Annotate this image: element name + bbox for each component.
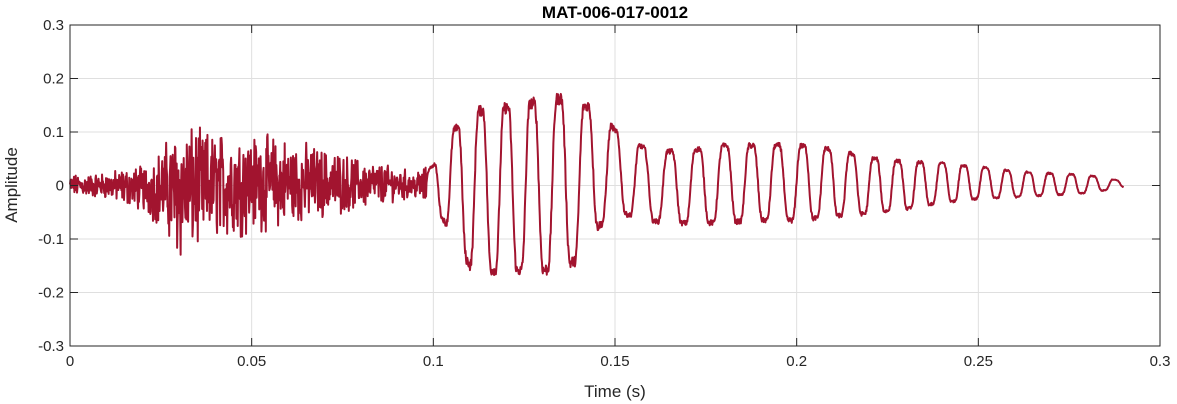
axis-ticks: 0 0.05 0.1 0.15 0.2 0.25 0.3 -0.3 -0.2 -0.1 0 0.1 0.…: [38, 17, 1170, 370]
x-tick-label: 0.2: [786, 353, 807, 370]
y-tick-label: 0.1: [43, 124, 64, 141]
x-tick-label: 0.15: [600, 353, 629, 370]
y-tick-label: 0: [56, 178, 64, 195]
x-tick-label: 0: [66, 353, 74, 370]
y-tick-label: -0.2: [38, 285, 64, 302]
x-tick-label: 0.05: [237, 353, 266, 370]
y-axis-label: Amplitude: [2, 147, 21, 223]
x-axis-label: Time (s): [584, 382, 646, 401]
chart-title: MAT-006-017-0012: [542, 3, 688, 22]
waveform-line: [69, 92, 1125, 276]
x-tick-label: 0.25: [964, 353, 993, 370]
y-tick-label: -0.1: [38, 231, 64, 248]
y-tick-label: 0.3: [43, 17, 64, 34]
x-tick-label: 0.3: [1150, 353, 1171, 370]
y-tick-label: 0.2: [43, 71, 64, 88]
x-tick-label: 0.1: [423, 353, 444, 370]
y-tick-label: -0.3: [38, 338, 64, 355]
